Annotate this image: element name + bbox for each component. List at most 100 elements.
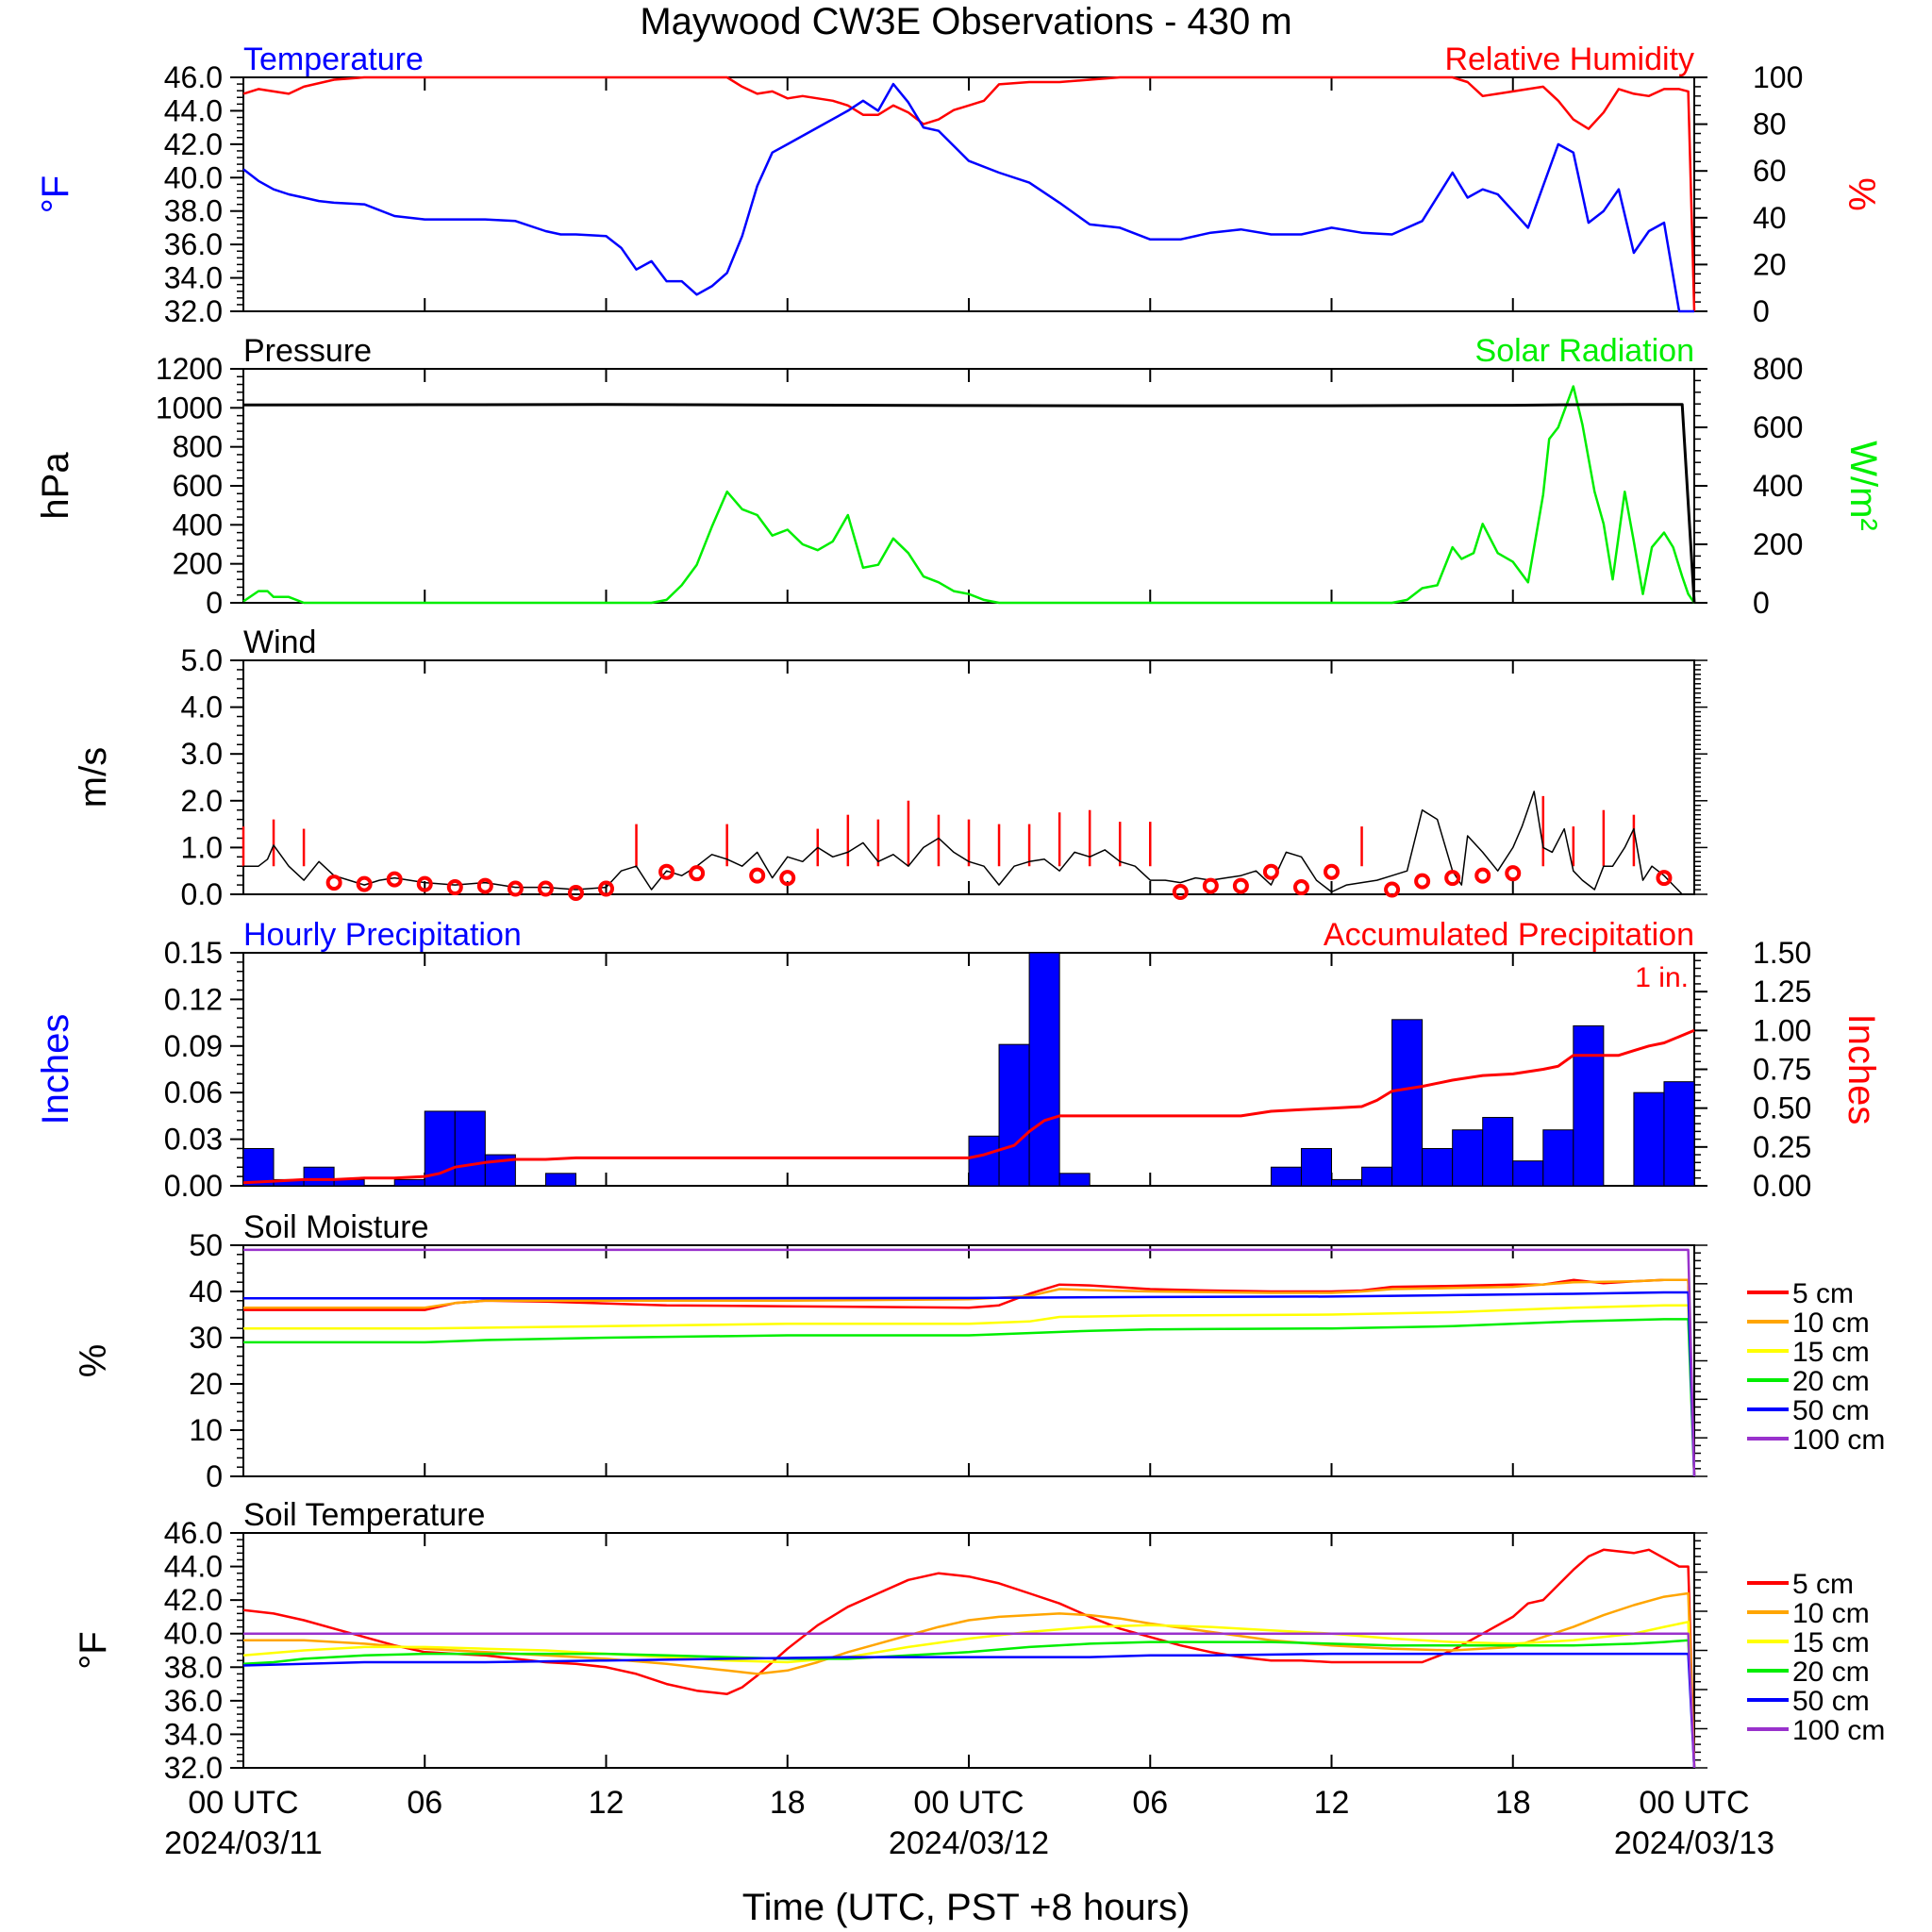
y-tick-label-right: 20 [1753, 247, 1787, 281]
y-tick-label-left: 0.15 [164, 936, 223, 970]
y-tick-label-left: 38.0 [164, 1650, 223, 1684]
wind-direction-marker [356, 875, 373, 892]
legend-label: 50 cm [1792, 1686, 1870, 1717]
panel-title-left: Temperature [243, 42, 424, 77]
y-tick-label-right: 600 [1753, 410, 1803, 444]
y-tick-label-left: 0 [206, 586, 223, 620]
y-tick-label-right: 0.50 [1753, 1091, 1811, 1125]
hourly-precip-bar [454, 1110, 486, 1187]
hourly-precip-bar [1422, 1147, 1454, 1187]
y-axis-label: °F [35, 175, 76, 213]
y-tick-label-left: 32.0 [164, 294, 223, 328]
hourly-precip-bar [1058, 1173, 1091, 1187]
wind-direction-marker [416, 875, 433, 892]
x-tick-label: 00 UTC [1639, 1785, 1749, 1821]
x-tick-label: 06 [1132, 1785, 1168, 1821]
y-tick-label-left: 0.03 [164, 1123, 223, 1157]
y-axis-label: % [1840, 177, 1882, 211]
y-tick-label-left: 46.0 [164, 1516, 223, 1550]
legend-label: 5 cm [1792, 1569, 1854, 1600]
hourly-precip-bar [1452, 1129, 1484, 1187]
hourly-precip-bar [1028, 952, 1060, 1187]
y-tick-label-left: 0.06 [164, 1075, 223, 1109]
y-tick-label-left: 200 [173, 547, 223, 581]
y-tick-label-left: 36.0 [164, 1684, 223, 1718]
soil-15cm-line [242, 1621, 1696, 1769]
y-tick-label-left: 10 [189, 1413, 223, 1447]
panel-title-left: Wind [243, 625, 316, 660]
hourly-precip-bar [968, 1135, 1000, 1187]
y-tick-label-left: 2.0 [181, 784, 223, 818]
y-tick-label-left: 5.0 [181, 643, 223, 677]
accumulated-precip-line [242, 1028, 1695, 1185]
hourly-precip-bar [303, 1166, 335, 1187]
soil-10cm-line [243, 1591, 1696, 1769]
figure-title: Maywood CW3E Observations - 430 m [640, 1, 1291, 42]
pressure-line [242, 403, 1696, 604]
wind-direction-marker [1474, 867, 1491, 884]
y-tick-label-left: 40 [189, 1274, 223, 1308]
x-date-label: 2024/03/12 [889, 1825, 1049, 1861]
accumulated-total-annotation: 1 in. [1635, 962, 1689, 993]
panels-layer: 46.044.042.040.038.036.034.032.010080604… [35, 42, 1884, 1785]
wind-direction-marker [1232, 877, 1249, 894]
y-tick-label-right: 1.00 [1753, 1013, 1811, 1047]
legend-label: 20 cm [1792, 1366, 1870, 1397]
y-tick-label-left: 1.0 [181, 830, 223, 864]
wind-speed-line [243, 791, 1694, 895]
y-tick-label-left: 40.0 [164, 1617, 223, 1651]
y-tick-label-left: 1000 [156, 391, 223, 425]
panel-soil_temperature: 46.044.042.040.038.036.034.032.0 Soil Tem… [73, 1497, 1707, 1785]
wind-direction-marker [779, 870, 796, 887]
wind-direction-marker [386, 871, 403, 888]
y-tick-label-left: 0 [206, 1459, 223, 1493]
y-tick-label-right: 200 [1753, 527, 1803, 561]
wind-direction-marker [325, 874, 342, 891]
y-tick-label-left: 34.0 [164, 1717, 223, 1751]
soil-50cm-line [243, 1291, 1696, 1477]
panel-title-left: Pressure [243, 333, 372, 369]
y-tick-label-left: 34.0 [164, 261, 223, 295]
wind-direction-marker [658, 863, 675, 880]
panel-precipitation: 0.15 0.12 0.09 0.06 0.03 0.00 1.50 1.25 1.00 0.75… [35, 917, 1882, 1203]
time-axis: 00 UTC 2024/03/11 06 12 18 00 UTC 2024/03/12 06… [164, 1785, 1774, 1861]
soil-5cm-line [242, 1548, 1696, 1769]
wind-direction-marker [476, 877, 493, 894]
x-date-label: 2024/03/11 [164, 1825, 323, 1861]
y-tick-label-right: 0.25 [1753, 1130, 1811, 1164]
y-tick-label-left: 3.0 [181, 737, 223, 771]
panel-title-right: Relative Humidity [1444, 42, 1694, 77]
wind-direction-marker [749, 867, 766, 884]
humidity-line [242, 75, 1696, 312]
y-axis-label: Inches [1840, 1014, 1882, 1125]
y-axis-label: % [73, 1344, 114, 1378]
x-tick-label: 00 UTC [913, 1785, 1024, 1821]
hourly-precip-bar [1573, 1024, 1605, 1187]
y-tick-label-left: 600 [173, 469, 223, 503]
y-tick-label-left: 0.12 [164, 982, 223, 1016]
wind-direction-marker [537, 880, 554, 897]
hourly-precip-bar [393, 1178, 425, 1187]
wind-direction-marker [1292, 879, 1309, 896]
legend-label: 15 cm [1792, 1337, 1870, 1368]
panel-title-right: Solar Radiation [1475, 333, 1694, 369]
y-tick-label-left: 0.0 [181, 877, 223, 911]
solar-radiation-line [242, 385, 1696, 605]
soil-100cm-line [243, 1248, 1696, 1477]
x-tick-label: 12 [589, 1785, 625, 1821]
hourly-precip-bar [544, 1173, 576, 1187]
hourly-precip-bar [1542, 1129, 1574, 1187]
y-tick-label-left: 42.0 [164, 127, 223, 161]
soil-100cm-line [243, 1632, 1696, 1769]
temperature-line [242, 82, 1694, 313]
y-tick-label-right: 0 [1753, 294, 1770, 328]
x-tick-label: 18 [770, 1785, 806, 1821]
panel-title-left: Soil Temperature [243, 1497, 485, 1533]
x-tick-label: 12 [1314, 1785, 1350, 1821]
x-date-label: 2024/03/13 [1614, 1825, 1774, 1861]
hourly-precip-bar [1331, 1178, 1363, 1187]
